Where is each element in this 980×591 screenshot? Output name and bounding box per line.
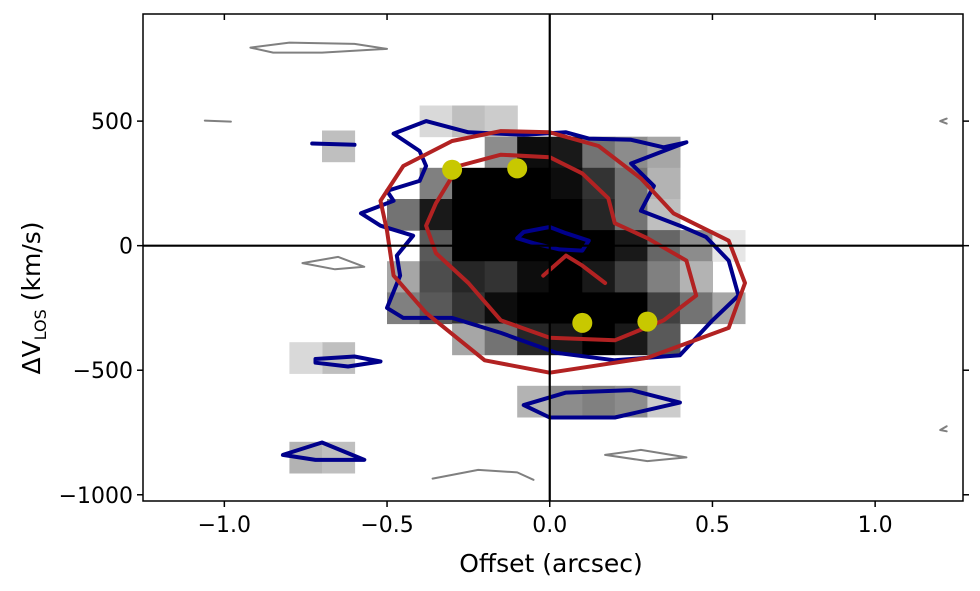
intensity-cell bbox=[484, 199, 518, 231]
zero-crosshair bbox=[143, 14, 963, 501]
data-point bbox=[442, 159, 463, 180]
intensity-cell bbox=[614, 261, 648, 293]
contour-line bbox=[313, 354, 383, 369]
marker-set bbox=[442, 158, 658, 333]
y-axis-ticks: −1000 −500 0 500 bbox=[59, 110, 969, 509]
x-tick-label: 0.5 bbox=[695, 513, 730, 538]
y-tick-label: −500 bbox=[73, 359, 133, 384]
y-axis-label-symbol: V bbox=[17, 340, 46, 357]
contour-line bbox=[310, 141, 357, 147]
intensity-cell bbox=[517, 292, 551, 325]
intensity-cell bbox=[647, 261, 681, 293]
y-tick-label: −1000 bbox=[59, 484, 133, 509]
intensity-cell bbox=[549, 199, 583, 231]
contour-line bbox=[541, 253, 608, 285]
contour-line bbox=[203, 119, 232, 123]
contour-line bbox=[515, 225, 591, 253]
contour-line bbox=[939, 117, 948, 125]
data-point bbox=[637, 311, 658, 332]
x-tick-label: −0.5 bbox=[360, 513, 413, 538]
contour-line bbox=[280, 440, 367, 462]
contour-line bbox=[301, 255, 366, 271]
contour-line bbox=[939, 425, 948, 433]
intensity-cell bbox=[517, 199, 551, 231]
intensity-cell bbox=[387, 199, 421, 231]
intensity-cell bbox=[419, 261, 453, 293]
contour-line bbox=[359, 119, 741, 363]
contour-line bbox=[424, 152, 699, 343]
intensity-cell bbox=[452, 261, 486, 293]
contour-set bbox=[203, 41, 948, 481]
x-tick-label: 0.0 bbox=[532, 513, 567, 538]
contour-line bbox=[431, 468, 535, 481]
intensity-cell bbox=[322, 441, 356, 474]
intensity-cell bbox=[517, 261, 551, 293]
y-axis-label-unit: (km/s) bbox=[17, 221, 46, 301]
intensity-cell bbox=[484, 261, 518, 293]
x-axis-label: Offset (arcsec) bbox=[459, 549, 643, 578]
contour-line bbox=[378, 129, 747, 375]
x-tick-label: 1.0 bbox=[858, 513, 893, 538]
data-point bbox=[572, 312, 593, 333]
plot-frame bbox=[142, 13, 964, 502]
intensity-cell bbox=[452, 199, 486, 231]
y-axis-label-subscript: LOS bbox=[31, 309, 50, 340]
y-axis-label: ΔVLOS (km/s) bbox=[17, 221, 50, 374]
y-tick-label: 0 bbox=[119, 235, 133, 260]
contour-line bbox=[249, 41, 388, 54]
x-tick-label: −1.0 bbox=[198, 513, 251, 538]
y-tick-label: 500 bbox=[91, 110, 133, 135]
contour-line bbox=[604, 448, 688, 463]
y-axis-label-delta: Δ bbox=[17, 357, 46, 374]
intensity-cell bbox=[582, 167, 616, 200]
x-axis-ticks: −1.0 −0.5 0.0 0.5 1.0 bbox=[198, 14, 893, 538]
data-point bbox=[507, 158, 528, 179]
intensity-cell bbox=[679, 261, 713, 293]
